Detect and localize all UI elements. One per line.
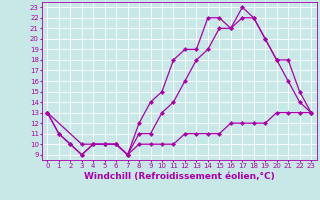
X-axis label: Windchill (Refroidissement éolien,°C): Windchill (Refroidissement éolien,°C): [84, 172, 275, 181]
